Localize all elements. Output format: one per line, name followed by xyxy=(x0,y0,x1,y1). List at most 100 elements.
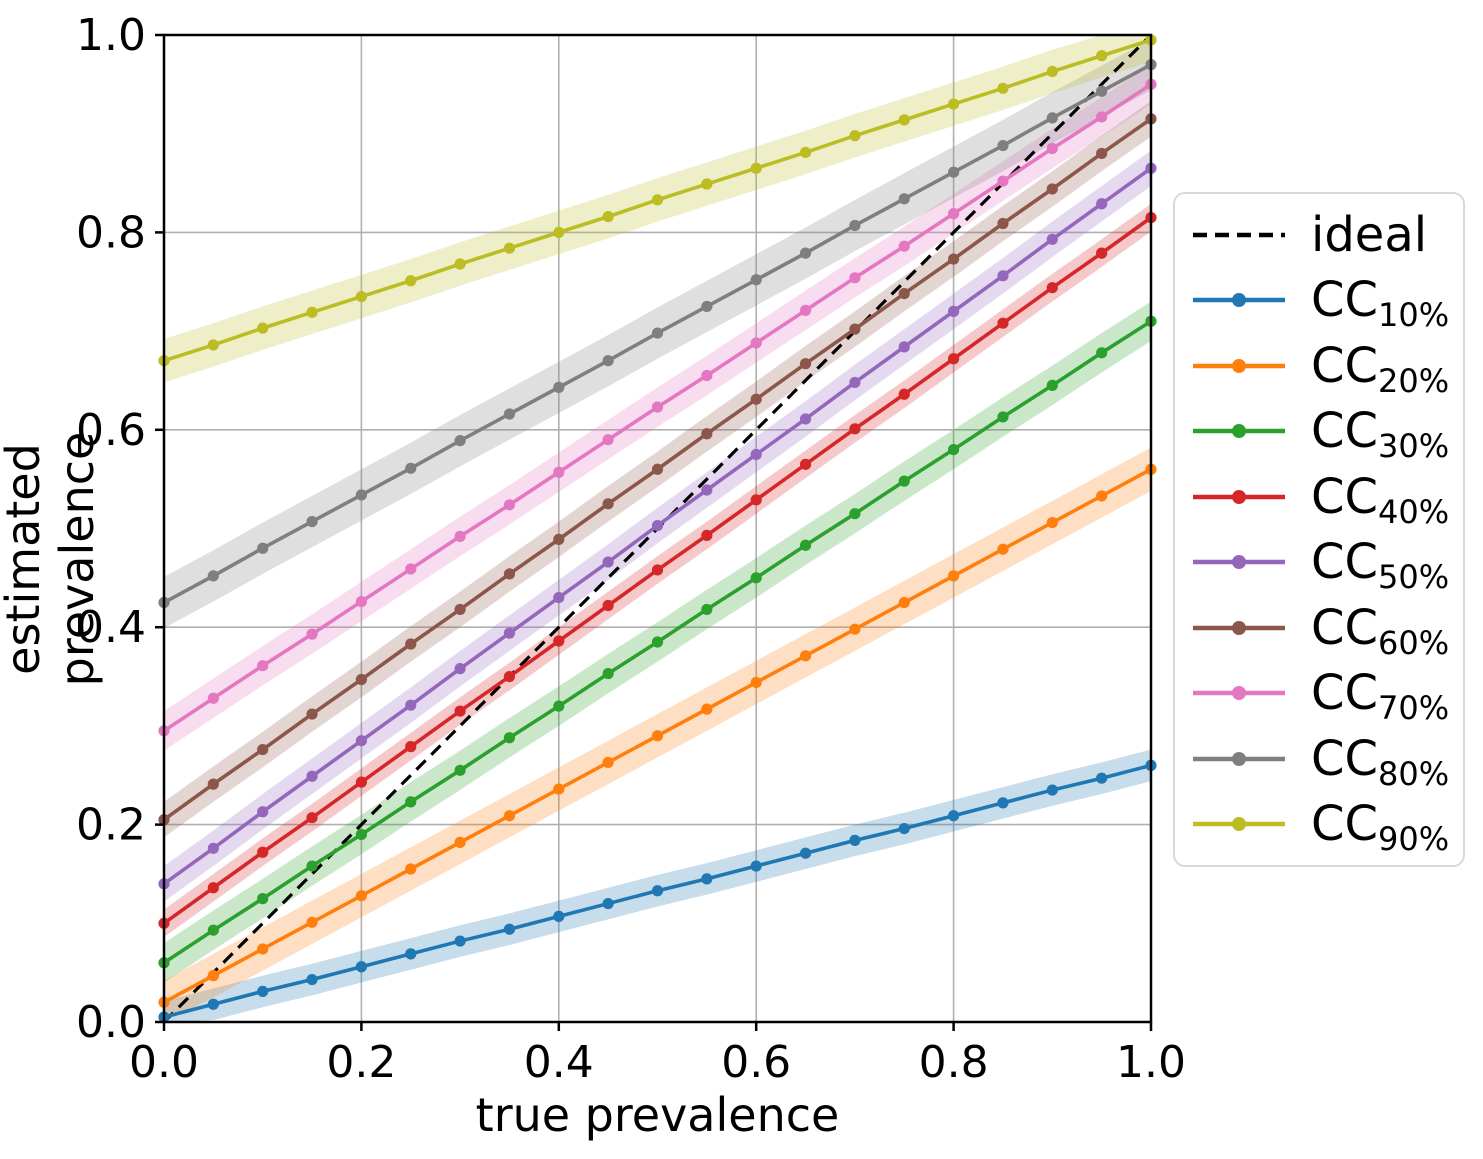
series-marker-CC_40% xyxy=(405,741,417,753)
series-marker-CC_70% xyxy=(750,337,762,349)
series-marker-CC_80% xyxy=(257,542,269,554)
legend-line-marker-icon xyxy=(1193,489,1285,504)
series-marker-CC_60% xyxy=(799,358,812,370)
series-marker-CC_70% xyxy=(207,692,219,704)
series-marker-CC_40% xyxy=(257,846,269,858)
series-marker-CC_20% xyxy=(257,943,269,955)
legend-label: CC10% xyxy=(1311,272,1450,335)
series-marker-CC_30% xyxy=(306,860,318,872)
series-marker-CC_90% xyxy=(355,290,367,303)
series-marker-CC_80% xyxy=(898,193,910,205)
series-marker-CC_50% xyxy=(651,519,664,532)
series-marker-CC_80% xyxy=(405,462,417,474)
legend-entry-CC20%: CC20% xyxy=(1191,335,1463,397)
series-marker-CC_60% xyxy=(1096,147,1108,160)
series-marker-CC_40% xyxy=(553,635,565,647)
series-marker-CC_70% xyxy=(997,175,1009,187)
legend-line-marker-icon xyxy=(1193,555,1285,570)
series-marker-CC_90% xyxy=(207,339,219,351)
legend-entry-CC50%: CC50% xyxy=(1191,531,1463,593)
legend-entry-CC40%: CC40% xyxy=(1191,466,1463,528)
series-marker-CC_50% xyxy=(1096,198,1108,210)
series-marker-CC_50% xyxy=(503,627,516,639)
series-marker-CC_80% xyxy=(651,327,664,339)
x-axis-label: true prevalence xyxy=(475,1088,840,1142)
series-marker-CC_60% xyxy=(849,323,861,335)
series-marker-CC_10% xyxy=(799,847,812,859)
series-marker-CC_30% xyxy=(405,796,417,808)
series-marker-CC_80% xyxy=(602,355,614,367)
series-marker-CC_50% xyxy=(750,448,762,461)
x-tick-label: 0.4 xyxy=(524,1037,594,1088)
legend-line-marker-icon xyxy=(1193,424,1285,439)
x-tick-label: 0.2 xyxy=(326,1037,396,1088)
legend-label: CC90% xyxy=(1311,796,1450,859)
legend-label: CC30% xyxy=(1311,403,1450,466)
series-marker-CC_60% xyxy=(553,533,565,545)
legend-entry-CC90%: CC90% xyxy=(1191,793,1463,855)
series-marker-CC_50% xyxy=(454,663,466,675)
series-marker-CC_50% xyxy=(602,556,614,568)
series-marker-CC_60% xyxy=(207,778,219,790)
series-marker-CC_20% xyxy=(799,650,812,662)
legend-entry-ideal: ideal xyxy=(1191,204,1463,266)
series-marker-CC_90% xyxy=(948,98,960,110)
legend-entry-CC30%: CC30% xyxy=(1191,400,1463,462)
y-axis-label: estimated prevalence xyxy=(0,431,104,687)
series-marker-CC_50% xyxy=(849,376,861,389)
series-marker-CC_60% xyxy=(602,498,614,510)
series-marker-CC_10% xyxy=(948,810,960,822)
series-marker-CC_70% xyxy=(405,563,417,575)
series-marker-CC_20% xyxy=(651,730,664,742)
legend-line-marker-icon xyxy=(1193,686,1285,701)
series-marker-CC_30% xyxy=(257,893,269,905)
series-marker-CC_10% xyxy=(898,822,910,835)
series-marker-CC_30% xyxy=(503,732,516,744)
series-marker-CC_50% xyxy=(948,305,960,317)
legend-entry-CC80%: CC80% xyxy=(1191,728,1463,790)
legend-label: CC60% xyxy=(1311,599,1450,662)
series-marker-CC_40% xyxy=(651,564,664,576)
legend-label: CC40% xyxy=(1311,468,1450,531)
series-marker-CC_90% xyxy=(849,130,861,142)
legend-line-marker-icon xyxy=(1193,293,1285,308)
series-marker-CC_30% xyxy=(997,411,1009,423)
series-marker-CC_70% xyxy=(701,369,713,382)
y-tick-label: 0.0 xyxy=(76,997,146,1048)
series-marker-CC_70% xyxy=(898,240,910,252)
series-marker-CC_40% xyxy=(207,882,219,894)
series-marker-CC_20% xyxy=(355,890,367,902)
legend-label: CC70% xyxy=(1311,665,1450,728)
series-marker-CC_80% xyxy=(454,435,466,447)
series-marker-CC_20% xyxy=(948,570,960,582)
series-marker-CC_60% xyxy=(750,393,762,405)
series-marker-CC_80% xyxy=(1096,85,1108,97)
series-marker-CC_30% xyxy=(799,539,812,551)
legend-line-marker-icon xyxy=(1193,358,1285,373)
series-marker-CC_70% xyxy=(651,401,664,413)
series-marker-CC_20% xyxy=(306,916,318,928)
series-marker-CC_30% xyxy=(849,508,861,520)
y-tick-label: 0.2 xyxy=(76,800,146,851)
legend-label: ideal xyxy=(1311,206,1428,263)
series-marker-CC_10% xyxy=(207,998,219,1010)
series-marker-CC_30% xyxy=(948,443,960,456)
legend-entry-CC60%: CC60% xyxy=(1191,597,1463,659)
series-marker-CC_40% xyxy=(701,529,713,542)
series-marker-CC_20% xyxy=(207,970,219,982)
series-marker-CC_10% xyxy=(701,873,713,885)
x-tick-label: 0.8 xyxy=(919,1037,989,1088)
legend: ideal CC10% CC20% CC30% CC40% CC50% CC60% CC70%… xyxy=(1173,192,1465,867)
series-marker-CC_20% xyxy=(1096,490,1108,502)
series-marker-CC_40% xyxy=(454,705,466,717)
series-marker-CC_60% xyxy=(651,463,664,475)
series-marker-CC_30% xyxy=(651,636,664,648)
series-marker-CC_50% xyxy=(701,484,713,496)
series-marker-CC_70% xyxy=(948,208,960,220)
series-marker-CC_30% xyxy=(553,700,565,712)
series-marker-CC_70% xyxy=(553,466,565,478)
series-marker-CC_80% xyxy=(701,300,713,313)
y-tick-label: 0.6 xyxy=(76,405,146,456)
